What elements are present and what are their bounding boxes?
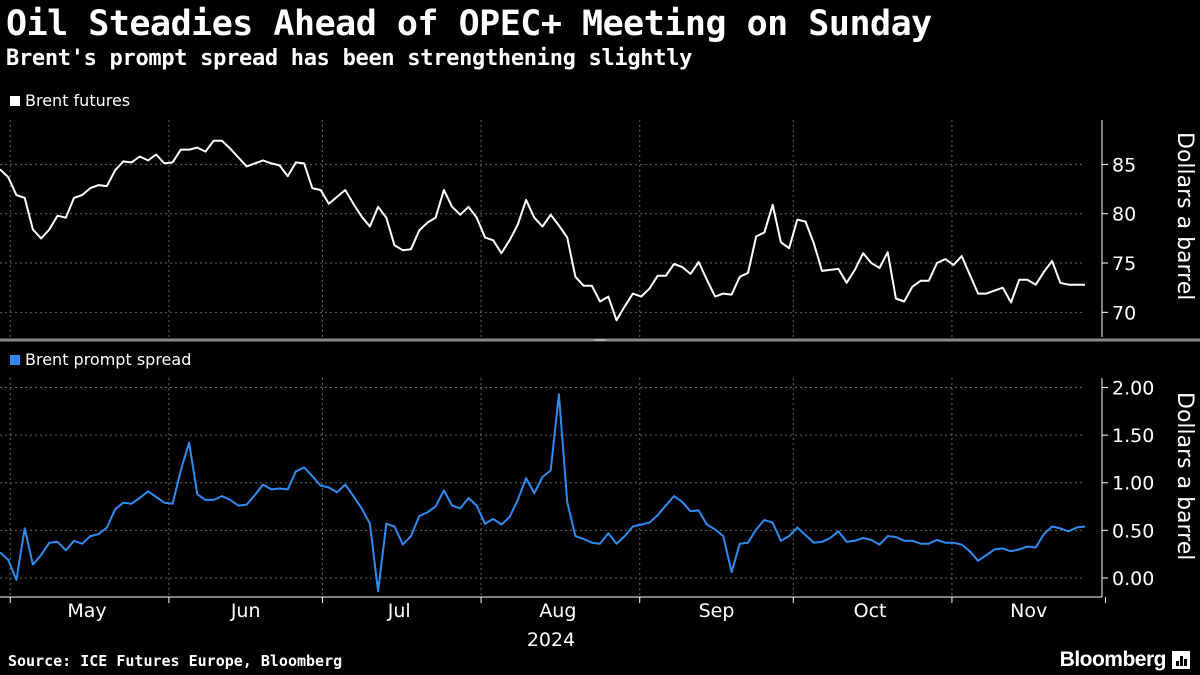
brent-ytick-label-2: 80 bbox=[1112, 204, 1136, 226]
legend-brent: Brent futures bbox=[10, 91, 130, 110]
spread-ytick-label-0: 0.00 bbox=[1112, 568, 1154, 590]
spread-ytick-label-3: 1.50 bbox=[1112, 425, 1154, 447]
x-tick-label-2: Jul bbox=[387, 600, 411, 622]
x-tick-label-4: Sep bbox=[699, 600, 735, 622]
spread-ytick-label-4: 2.00 bbox=[1112, 378, 1154, 400]
brand-name: Bloomberg bbox=[1059, 648, 1167, 671]
brent-series-line bbox=[0, 139, 1085, 322]
spread-series-line bbox=[0, 393, 1086, 593]
legend-brent-label: Brent futures bbox=[25, 91, 131, 110]
brent-ytick-label-0: 70 bbox=[1112, 302, 1136, 324]
y-axis-label-bottom: Dollars a barrel bbox=[1172, 392, 1197, 561]
x-tick-label-3: Aug bbox=[539, 600, 576, 622]
legend-spread-swatch bbox=[10, 354, 20, 365]
y-axis-label-top: Dollars a barrel bbox=[1172, 132, 1197, 301]
bloomberg-mark-icon bbox=[1172, 651, 1190, 669]
legend-spread: Brent prompt spread bbox=[10, 350, 191, 369]
chart-subtitle: Brent's prompt spread has been strengthe… bbox=[6, 46, 693, 71]
x-tick-label-5: Oct bbox=[854, 600, 887, 622]
spread-ytick-label-1: 0.50 bbox=[1112, 520, 1154, 542]
x-year-label: 2024 bbox=[527, 629, 575, 651]
brent-ytick-label-1: 75 bbox=[1112, 253, 1136, 275]
legend-spread-label: Brent prompt spread bbox=[25, 350, 192, 369]
source-note: Source: ICE Futures Europe, Bloomberg bbox=[8, 652, 343, 670]
bloomberg-logo: Bloomberg bbox=[1060, 648, 1190, 672]
x-tick-label-0: May bbox=[67, 600, 106, 622]
x-tick-label-6: Nov bbox=[1010, 600, 1047, 622]
spread-ytick-label-2: 1.00 bbox=[1112, 473, 1154, 495]
chart-title: Oil Steadies Ahead of OPEC+ Meeting on S… bbox=[6, 4, 932, 44]
x-tick-label-1: Jun bbox=[230, 600, 261, 622]
legend-brent-swatch bbox=[10, 95, 20, 106]
brent-ytick-label-3: 85 bbox=[1112, 154, 1136, 176]
